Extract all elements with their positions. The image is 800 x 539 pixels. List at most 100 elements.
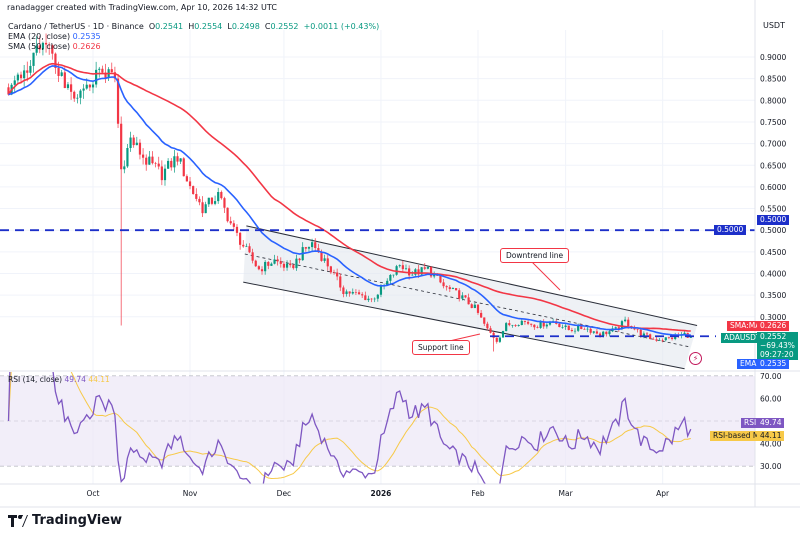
candle-body <box>110 69 113 73</box>
candle-body <box>379 286 383 295</box>
candle-body <box>448 287 451 290</box>
candle-body <box>260 269 264 272</box>
rsi-ma-tag: RSI-based MA <box>710 431 768 441</box>
candle-body <box>132 137 135 146</box>
candle-body <box>661 340 664 341</box>
candle-body <box>595 331 599 334</box>
candle-body <box>373 298 376 300</box>
candle-body <box>495 337 498 342</box>
downtrend-line-label[interactable]: Downtrend line <box>500 248 570 263</box>
ema-legend[interactable]: EMA (20, close) 0.2535 <box>8 32 379 42</box>
candle-body <box>160 166 163 181</box>
candle-body <box>51 45 54 54</box>
candle-body <box>508 323 511 326</box>
candle-body <box>342 287 345 295</box>
candle-body <box>439 275 442 283</box>
ema-label: EMA (20, close) <box>8 32 71 41</box>
candle-body <box>57 68 60 76</box>
support-line-label[interactable]: Support line <box>412 340 470 355</box>
candle-body <box>486 323 489 329</box>
candle-body <box>317 248 320 253</box>
candle-body <box>577 325 580 331</box>
candle-body <box>82 88 85 91</box>
lightning-icon[interactable]: ⚡ <box>689 352 702 365</box>
price-tick-label: 0.5000 <box>760 226 786 235</box>
candle-body <box>580 325 583 330</box>
level-tag-left: 0.5000 <box>714 225 747 235</box>
high-label: H <box>188 22 195 31</box>
candle-body <box>113 72 117 79</box>
candle-body <box>257 266 260 270</box>
candle-body <box>523 320 527 322</box>
price-tick-label: 0.3000 <box>760 313 786 322</box>
price-tick-label: 0.4500 <box>760 248 786 257</box>
sma-price-tag: 0.2626 <box>757 321 790 331</box>
time-tick-label: Feb <box>471 489 485 498</box>
ema-tag: EMA <box>737 359 760 369</box>
close-label: C <box>264 22 271 31</box>
candle-body <box>511 325 514 326</box>
time-tick-label: Apr <box>656 489 670 498</box>
change-percent: −69.43% <box>760 341 795 350</box>
last-price: 0.2552 <box>760 332 787 341</box>
candle-body <box>48 44 51 46</box>
candle-body <box>480 312 483 318</box>
candle-body <box>357 292 361 295</box>
candle-body <box>639 329 642 337</box>
candle-body <box>276 259 279 262</box>
candle-body <box>652 339 655 340</box>
candle-body <box>533 324 536 328</box>
candle-body <box>624 319 627 322</box>
currency-label[interactable]: USDT <box>763 21 785 30</box>
candle-body <box>655 339 658 341</box>
moving-averages <box>7 62 691 336</box>
candle-body <box>242 244 245 247</box>
tradingview-logo[interactable]: TradingView <box>8 513 122 528</box>
candle-body <box>561 327 564 328</box>
candle-body <box>670 337 674 339</box>
candle-body <box>170 160 173 168</box>
candle-body <box>395 266 398 275</box>
tradingview-logo-text: TradingView <box>32 513 123 528</box>
candle-body <box>445 286 448 288</box>
candle-body <box>586 328 589 330</box>
candle-body <box>458 290 461 299</box>
candle-body <box>248 246 251 253</box>
candle-body <box>573 330 577 332</box>
rsi-legend[interactable]: RSI (14, close) 49.74 44.11 <box>8 375 110 384</box>
candle-body <box>370 298 373 300</box>
candle-body <box>182 158 185 177</box>
candle-body <box>598 333 602 337</box>
candle-body <box>239 232 242 245</box>
candle-body <box>141 154 145 158</box>
sma-legend[interactable]: SMA (50, close) 0.2626 <box>8 42 379 52</box>
candle-body <box>79 90 82 98</box>
horizontal-levels <box>0 229 755 343</box>
candle-body <box>592 331 595 333</box>
candle-body <box>254 260 257 267</box>
candle-body <box>530 323 533 325</box>
time-tick-label: 2026 <box>371 489 392 498</box>
candle-body <box>151 156 154 164</box>
candle-body <box>198 198 201 203</box>
channel-midline <box>244 253 691 348</box>
candle-body <box>217 192 220 202</box>
time-tick-label: Mar <box>559 489 574 498</box>
candle-body <box>116 78 120 124</box>
rsi-value-tag: 49.74 <box>757 418 785 428</box>
symbol-title[interactable]: Cardano / TetherUS · 1D · Binance <box>8 22 144 31</box>
candle-body <box>295 258 298 269</box>
candle-body <box>138 142 142 155</box>
rsi-line <box>7 372 692 484</box>
downtrend-upper-line <box>246 225 698 326</box>
downtrend-arrow <box>529 259 561 291</box>
candle-body <box>320 252 323 261</box>
sma-50-line <box>7 62 691 332</box>
candle-body <box>633 328 636 330</box>
price-tick-label: 0.9000 <box>760 53 786 62</box>
candle-body <box>420 267 423 275</box>
rsi-ma-value-tag: 44.11 <box>757 431 785 441</box>
candle-body <box>298 258 301 261</box>
candle-body <box>60 72 63 76</box>
